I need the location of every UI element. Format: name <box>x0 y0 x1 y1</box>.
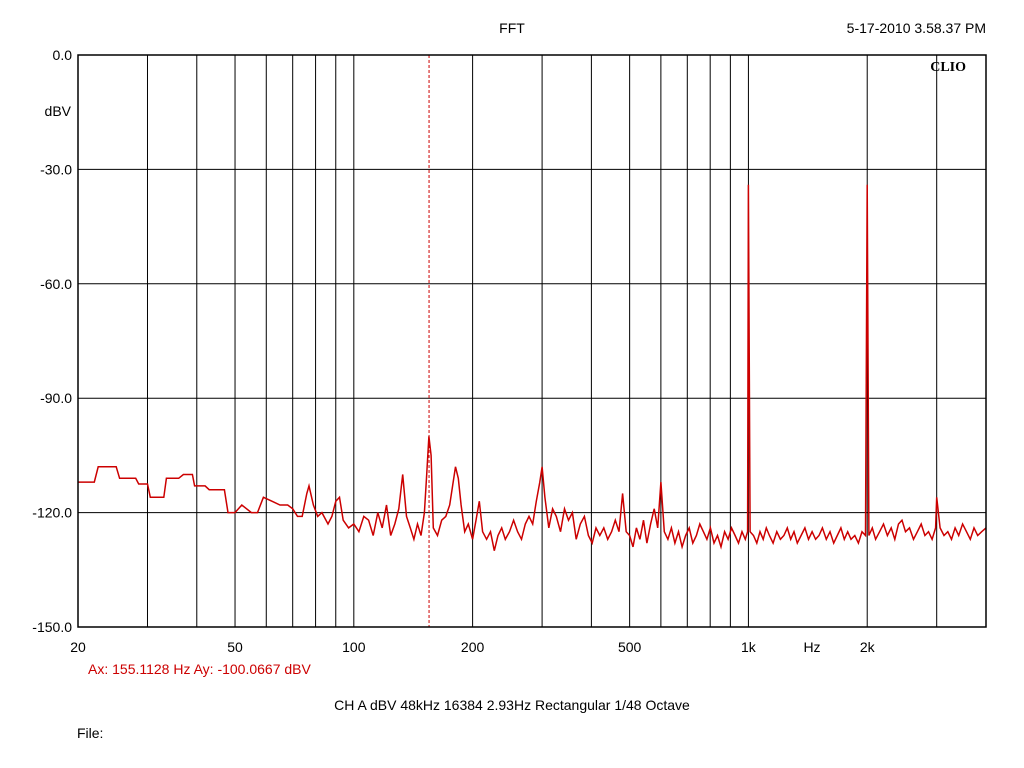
x-tick-label: 200 <box>461 639 485 655</box>
x-tick-label: 2k <box>860 639 876 655</box>
cursor-readout: Ax: 155.1128 Hz Ay: -100.0667 dBV <box>88 661 311 677</box>
y-tick-label: -120.0 <box>32 505 72 521</box>
y-tick-label: 0.0 <box>53 47 73 63</box>
x-tick-label: 500 <box>618 639 642 655</box>
y-axis-unit: dBV <box>45 103 72 119</box>
plot-frame <box>77 54 987 628</box>
x-tick-label: 100 <box>342 639 366 655</box>
y-tick-label: -90.0 <box>40 390 72 406</box>
y-tick-label: -150.0 <box>32 619 72 635</box>
trace-layer <box>78 55 987 627</box>
settings-line: CH A dBV 48kHz 16384 2.93Hz Rectangular … <box>334 697 690 713</box>
y-tick-label: -30.0 <box>40 161 72 177</box>
file-label: File: <box>77 725 104 741</box>
x-tick-label: 50 <box>227 639 243 655</box>
x-tick-label: 20 <box>70 639 86 655</box>
x-tick-label: 1k <box>741 639 757 655</box>
timestamp: 5-17-2010 3.58.37 PM <box>846 20 986 36</box>
chart-title: FFT <box>499 20 525 36</box>
y-tick-label: -60.0 <box>40 276 72 292</box>
tick-labels: 0.0 -30.0 -60.0 -90.0 -120.0 -150.0 20 50 100 200… <box>32 47 875 655</box>
x-axis-unit: Hz <box>803 639 820 655</box>
fft-trace <box>78 184 987 551</box>
grid-lines <box>77 54 986 628</box>
clio-logo-text: CLIO <box>930 60 966 75</box>
